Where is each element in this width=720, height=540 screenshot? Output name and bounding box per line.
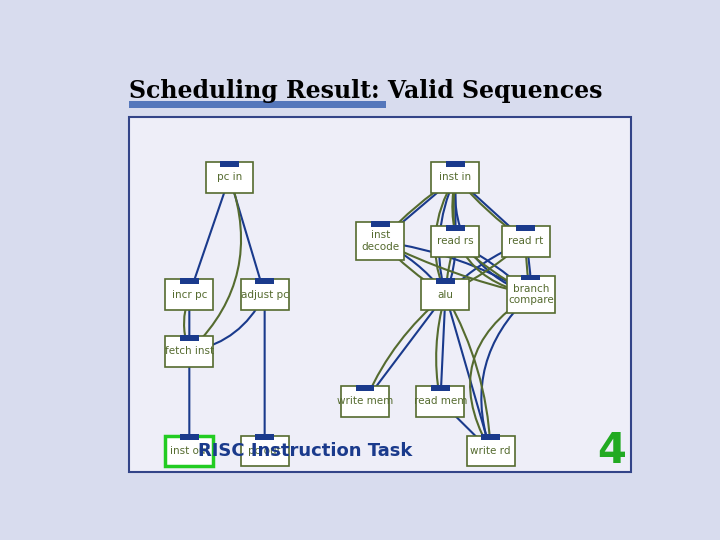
Bar — [180, 435, 199, 440]
Bar — [446, 225, 465, 231]
FancyArrowPatch shape — [438, 298, 445, 396]
Bar — [446, 161, 465, 166]
Bar — [521, 274, 540, 280]
FancyArrowPatch shape — [186, 354, 192, 446]
Bar — [129, 101, 386, 109]
Bar — [371, 221, 390, 227]
FancyArrowPatch shape — [450, 243, 523, 292]
FancyArrowPatch shape — [452, 180, 526, 295]
FancyArrowPatch shape — [184, 297, 189, 347]
Text: write mem: write mem — [337, 396, 393, 406]
FancyArrowPatch shape — [384, 179, 454, 238]
FancyBboxPatch shape — [507, 275, 555, 313]
Text: fetch inst: fetch inst — [165, 347, 214, 356]
FancyArrowPatch shape — [382, 242, 526, 295]
FancyArrowPatch shape — [382, 242, 442, 291]
FancyBboxPatch shape — [205, 162, 253, 193]
FancyArrowPatch shape — [383, 241, 526, 292]
Text: inst in: inst in — [439, 172, 472, 182]
FancyArrowPatch shape — [449, 242, 523, 291]
Text: pc in: pc in — [217, 172, 242, 182]
FancyBboxPatch shape — [129, 117, 631, 472]
FancyArrowPatch shape — [526, 244, 531, 289]
Text: write rd: write rd — [470, 446, 511, 456]
FancyBboxPatch shape — [166, 336, 213, 367]
FancyBboxPatch shape — [240, 279, 289, 310]
FancyBboxPatch shape — [166, 436, 213, 467]
FancyBboxPatch shape — [166, 279, 213, 310]
FancyArrowPatch shape — [262, 298, 267, 446]
FancyBboxPatch shape — [240, 436, 289, 467]
FancyArrowPatch shape — [384, 179, 453, 238]
FancyBboxPatch shape — [467, 436, 515, 467]
FancyArrowPatch shape — [457, 179, 522, 238]
Bar — [180, 278, 199, 284]
FancyArrowPatch shape — [526, 244, 534, 289]
FancyArrowPatch shape — [186, 298, 192, 346]
FancyBboxPatch shape — [431, 226, 480, 256]
Text: inst out: inst out — [169, 446, 209, 456]
FancyArrowPatch shape — [367, 296, 444, 396]
FancyBboxPatch shape — [431, 162, 480, 193]
Text: read rt: read rt — [508, 236, 544, 246]
Bar — [516, 225, 535, 231]
FancyArrowPatch shape — [439, 180, 454, 289]
FancyBboxPatch shape — [416, 386, 464, 416]
FancyArrowPatch shape — [194, 297, 264, 352]
FancyBboxPatch shape — [341, 386, 389, 416]
Bar — [356, 384, 374, 390]
FancyBboxPatch shape — [356, 222, 404, 260]
Bar — [436, 278, 455, 284]
Text: incr pc: incr pc — [171, 289, 207, 300]
FancyArrowPatch shape — [446, 244, 456, 290]
FancyArrowPatch shape — [457, 179, 522, 238]
FancyArrowPatch shape — [482, 296, 528, 446]
Bar — [256, 278, 274, 284]
Text: read mem: read mem — [414, 396, 467, 406]
FancyArrowPatch shape — [451, 180, 457, 236]
Bar — [180, 335, 199, 341]
FancyArrowPatch shape — [446, 297, 490, 446]
FancyArrowPatch shape — [458, 242, 527, 291]
FancyBboxPatch shape — [421, 279, 469, 310]
Bar — [431, 384, 450, 390]
Bar — [481, 435, 500, 440]
Text: RISC Instruction Task: RISC Instruction Task — [198, 442, 412, 460]
FancyArrowPatch shape — [453, 180, 458, 236]
FancyArrowPatch shape — [230, 180, 264, 289]
FancyArrowPatch shape — [190, 180, 228, 289]
FancyArrowPatch shape — [457, 243, 526, 292]
Text: inst
decode: inst decode — [361, 231, 399, 252]
FancyArrowPatch shape — [447, 297, 493, 446]
Bar — [256, 435, 274, 440]
Text: 4: 4 — [598, 430, 626, 472]
Text: alu: alu — [438, 289, 454, 300]
FancyArrowPatch shape — [444, 244, 454, 289]
FancyArrowPatch shape — [382, 243, 441, 292]
Text: adjust pc: adjust pc — [240, 289, 289, 300]
FancyArrowPatch shape — [368, 297, 444, 397]
Text: pc out: pc out — [248, 446, 281, 456]
Text: branch
compare: branch compare — [508, 284, 554, 305]
FancyArrowPatch shape — [455, 180, 526, 293]
FancyArrowPatch shape — [442, 403, 487, 447]
FancyArrowPatch shape — [193, 180, 241, 348]
FancyArrowPatch shape — [470, 296, 528, 447]
Text: read rs: read rs — [437, 236, 474, 246]
FancyArrowPatch shape — [435, 180, 454, 290]
Text: Scheduling Result: Valid Sequences: Scheduling Result: Valid Sequences — [129, 79, 603, 103]
Bar — [220, 161, 239, 166]
FancyBboxPatch shape — [502, 226, 550, 256]
FancyArrowPatch shape — [436, 297, 445, 396]
